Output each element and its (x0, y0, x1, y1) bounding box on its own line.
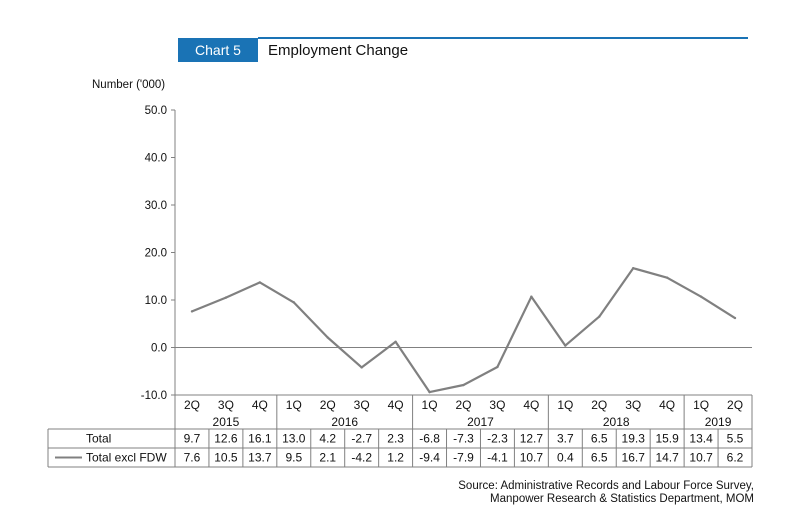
data-label: -2.3 (487, 432, 508, 446)
y-axis: -10.0 0.0 10.0 20.0 30.0 40.0 50.0 (141, 105, 752, 402)
data-label: -6.8 (419, 432, 440, 446)
chart-title: Employment Change (268, 42, 408, 59)
data-label: -7.9 (453, 451, 474, 465)
data-point (428, 390, 431, 394)
quarter-label: 4Q (659, 398, 675, 412)
data-label: 13.7 (248, 451, 272, 465)
year-label: 2017 (467, 415, 494, 429)
year-label: 2019 (705, 415, 732, 429)
quarter-label: 3Q (489, 398, 505, 412)
quarter-label: 4Q (388, 398, 404, 412)
quarter-label: 2Q (455, 398, 471, 412)
data-point (598, 315, 601, 318)
y-tick-label: 10.0 (145, 295, 167, 307)
y-tick-label: -10.0 (141, 390, 167, 402)
data-point (665, 276, 669, 279)
data-label: 6.2 (727, 451, 744, 465)
data-point (224, 296, 228, 299)
series-name: Total (86, 432, 111, 446)
quarter-label: 2Q (320, 398, 336, 412)
data-label: 9.7 (184, 432, 201, 446)
data-point (564, 344, 567, 347)
y-tick-label: 30.0 (145, 200, 167, 212)
y-tick-label: 50.0 (145, 105, 167, 117)
quarter-label: 3Q (218, 398, 234, 412)
quarter-label: 1Q (286, 398, 302, 412)
data-label: 12.7 (520, 432, 544, 446)
quarter-label: 3Q (354, 398, 370, 412)
data-table: 2015 2016 2017 2018 2019 2Q 3Q 4Q 1Q 2Q 3Q 4Q 1Q 2Q 3Q… (47, 394, 753, 468)
data-label: 16.7 (622, 451, 646, 465)
quarter-label: 1Q (693, 398, 709, 412)
data-label: 6.5 (591, 451, 608, 465)
data-label: 0.4 (557, 451, 574, 465)
data-point (326, 336, 329, 339)
data-label: 16.1 (248, 432, 272, 446)
data-label: 6.5 (591, 432, 608, 446)
data-label: -9.4 (419, 451, 440, 465)
data-label: 10.7 (689, 451, 713, 465)
data-label: 15.9 (655, 432, 679, 446)
data-label: -2.7 (351, 432, 372, 446)
year-label: 2015 (213, 415, 240, 429)
year-label: 2018 (603, 415, 630, 429)
y-axis-label: Number ('000) (92, 79, 165, 91)
data-point (258, 281, 262, 284)
data-label: -4.2 (351, 451, 372, 465)
quarter-label: 1Q (557, 398, 573, 412)
data-point (733, 316, 737, 320)
data-point (699, 295, 703, 298)
quarter-label: 2Q (184, 398, 200, 412)
data-label: 14.7 (655, 451, 679, 465)
quarter-label: 4Q (252, 398, 268, 412)
y-tick-label: 40.0 (145, 153, 167, 165)
data-point (292, 301, 295, 304)
data-point (394, 340, 397, 343)
data-label: 19.3 (622, 432, 646, 446)
quarter-label: 4Q (523, 398, 539, 412)
data-point (632, 266, 635, 270)
data-label: 5.5 (727, 432, 744, 446)
quarter-label: 2Q (591, 398, 607, 412)
quarter-label: 1Q (422, 398, 438, 412)
data-label: 12.6 (214, 432, 238, 446)
data-label: 7.6 (184, 451, 201, 465)
source-line-2: Manpower Research & Statistics Departmen… (490, 493, 754, 505)
data-label: 10.5 (214, 451, 238, 465)
year-label: 2016 (331, 415, 358, 429)
source-line-1: Source: Administrative Records and Labou… (458, 480, 754, 492)
quarter-label: 3Q (625, 398, 641, 412)
series-name: Total excl FDW (86, 451, 167, 465)
data-label: 13.4 (689, 432, 713, 446)
data-label: 4.2 (319, 432, 336, 446)
quarter-label: 2Q (727, 398, 743, 412)
data-point (496, 365, 499, 369)
data-label: 10.7 (520, 451, 544, 465)
data-label: 2.3 (387, 432, 404, 446)
data-label: 13.0 (282, 432, 306, 446)
chart-number-box (178, 38, 258, 62)
chart-number-label: Chart 5 (195, 42, 241, 58)
data-point (530, 295, 533, 298)
plot-area (190, 266, 737, 394)
y-tick-label: 20.0 (145, 248, 167, 260)
data-label: 1.2 (387, 451, 404, 465)
data-point (190, 310, 194, 313)
data-label: -7.3 (453, 432, 474, 446)
data-label: 3.7 (557, 432, 574, 446)
data-point (462, 383, 465, 387)
data-label: 2.1 (319, 451, 336, 465)
data-point (360, 366, 363, 369)
data-label: -4.1 (487, 451, 508, 465)
y-tick-label: 0.0 (151, 343, 167, 355)
series-line-total-excl-fdw (191, 267, 736, 394)
data-label: 9.5 (285, 451, 302, 465)
